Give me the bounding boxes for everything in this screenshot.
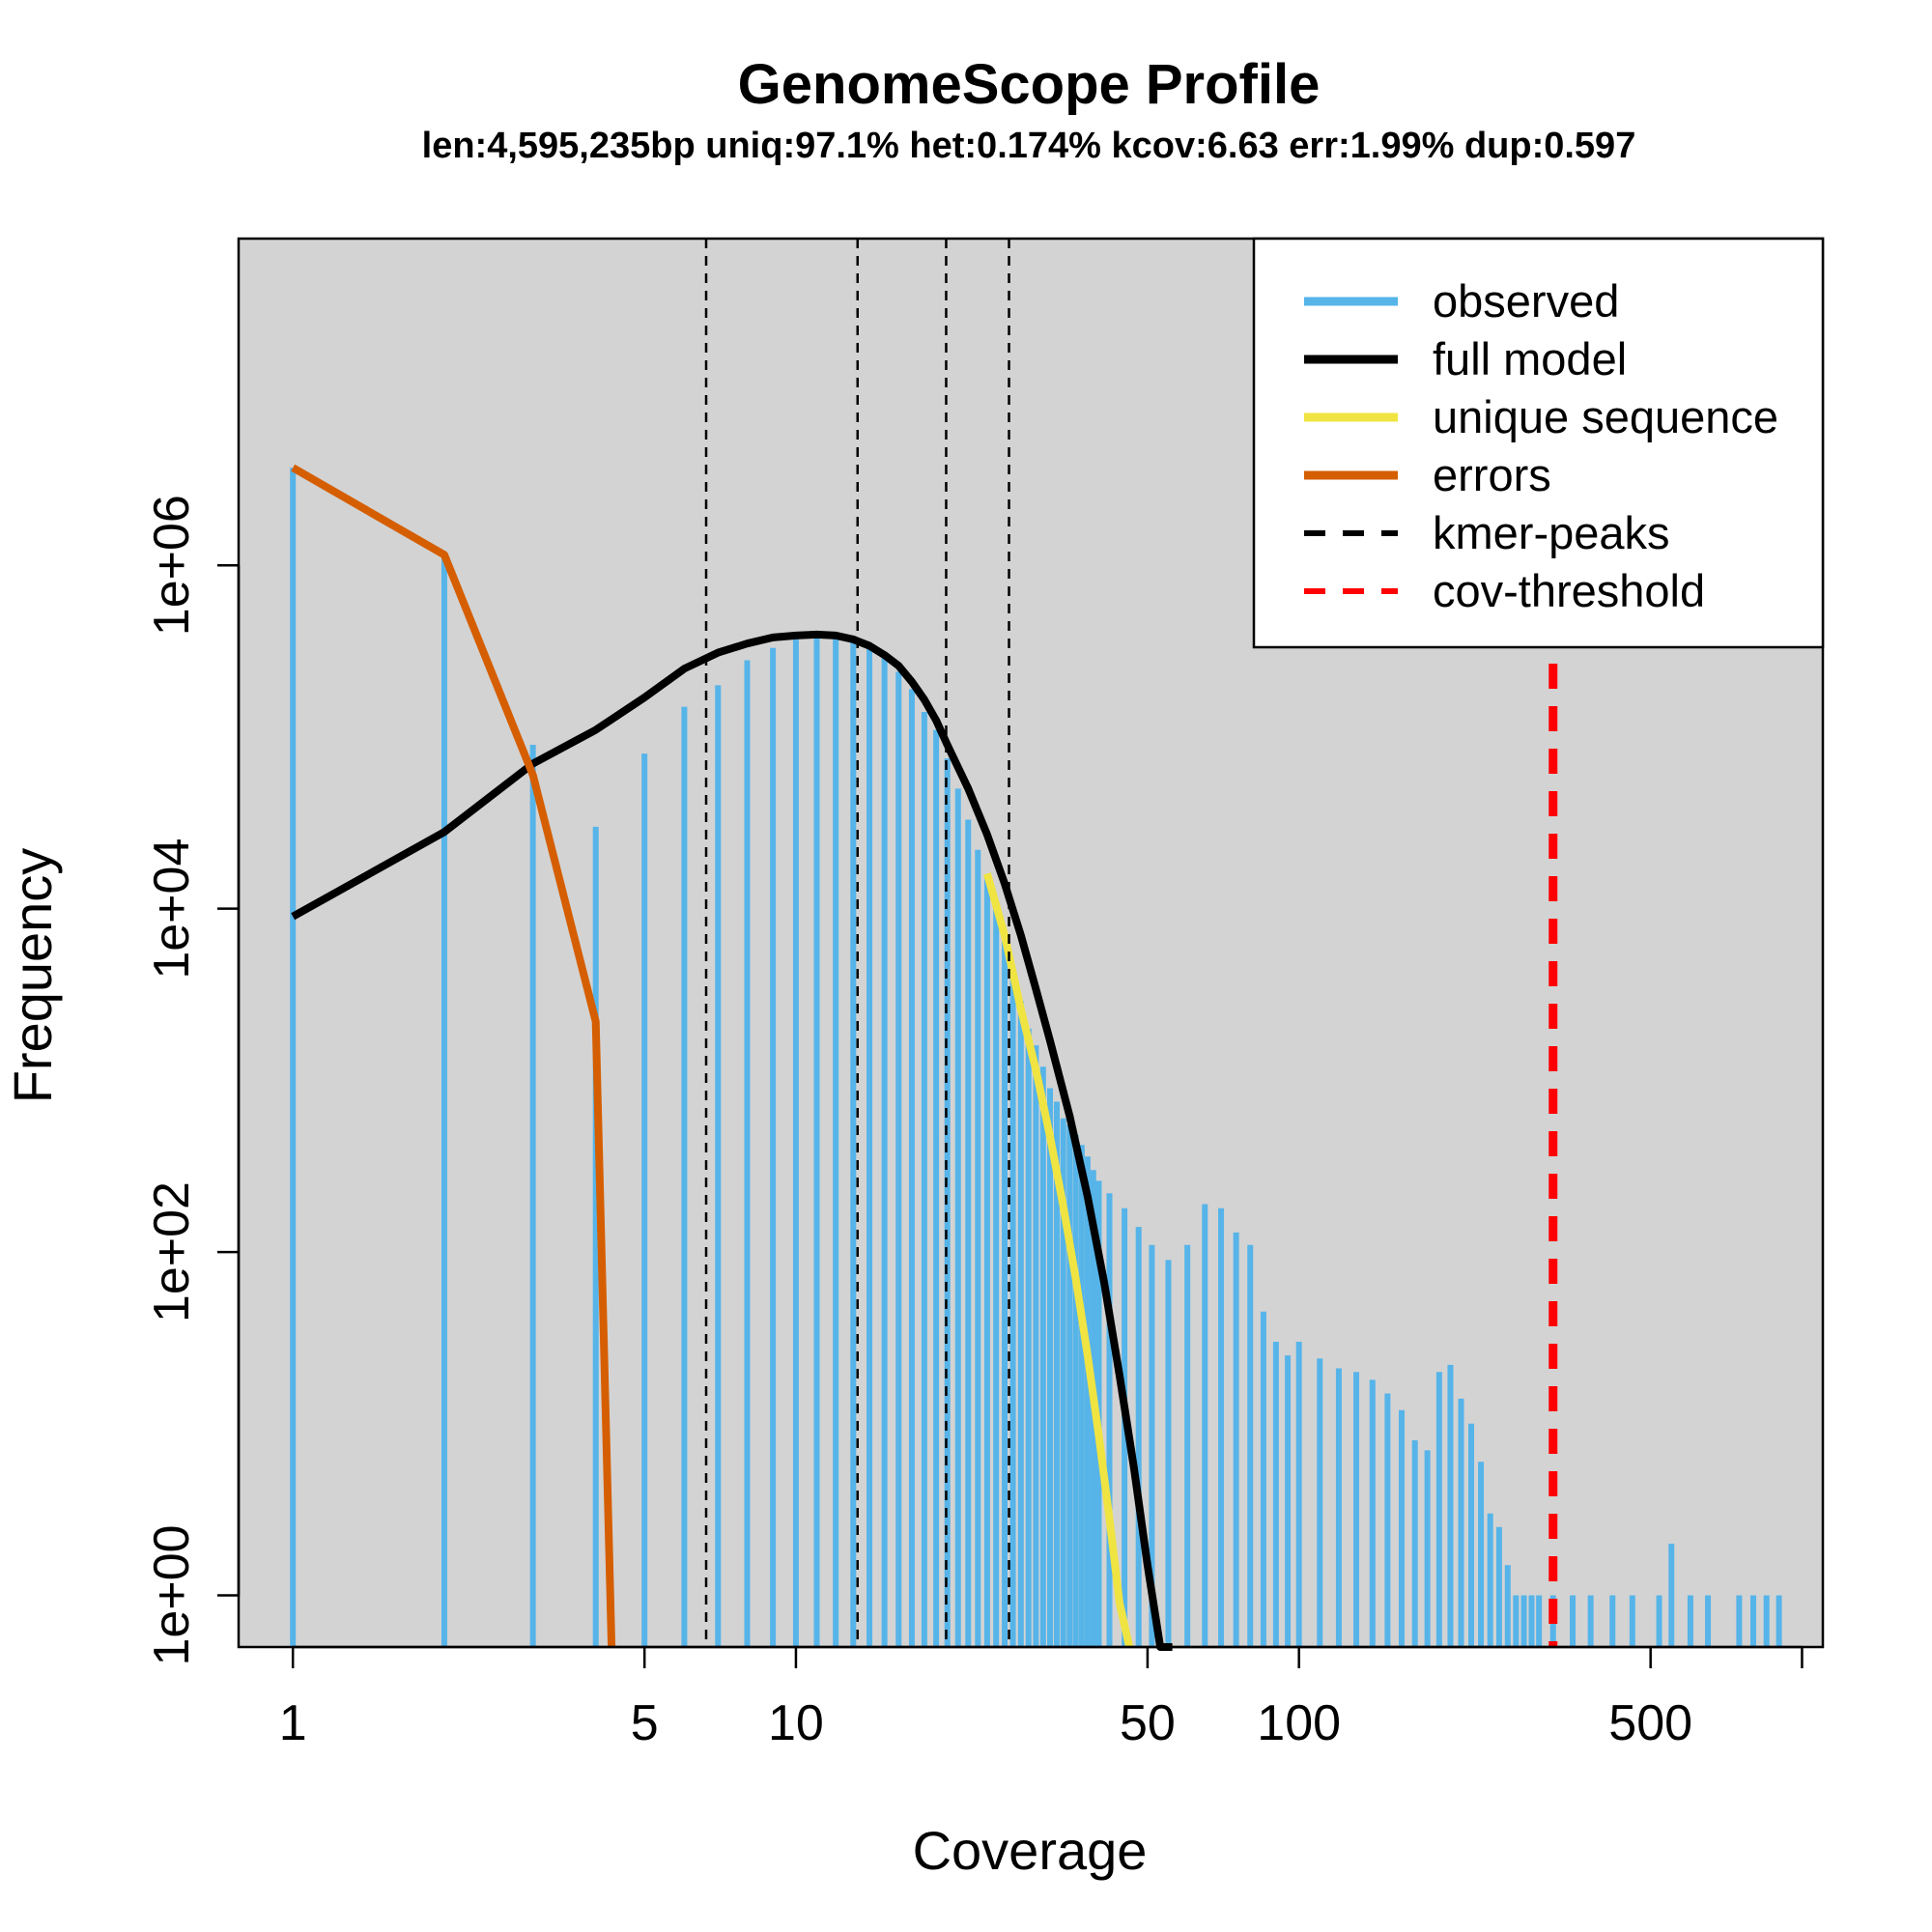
chart-subtitle: len:4,595,235bp uniq:97.1% het:0.174% kc…	[422, 126, 1636, 166]
x-tick-label: 100	[1257, 1695, 1341, 1751]
legend-box	[1252, 237, 1825, 649]
x-tick-label: 5	[631, 1695, 659, 1751]
x-tick-label: 1	[279, 1695, 307, 1751]
x-tick-label: 10	[768, 1695, 824, 1751]
x-tick-label: 500	[1608, 1695, 1692, 1751]
legend-label: cov-threshold	[1433, 565, 1705, 616]
y-tick-label: 1e+02	[144, 1181, 200, 1322]
y-tick-label: 1e+04	[144, 838, 200, 980]
legend-label: observed	[1433, 275, 1619, 327]
full-model-line	[291, 630, 1173, 1651]
x-tick-label: 50	[1120, 1695, 1176, 1751]
unique-sequence-line	[983, 872, 1134, 1648]
y-tick-label: 1e+00	[144, 1524, 200, 1665]
legend-label: kmer-peaks	[1433, 507, 1670, 558]
legend: observed full model unique sequence errors k…	[1252, 237, 1825, 649]
legend-label: full model	[1433, 333, 1627, 384]
y-tick-label: 1e+06	[144, 495, 200, 636]
errors-line	[291, 464, 616, 1648]
y-axis-title: Frequency	[2, 848, 63, 1104]
model-lines	[291, 464, 1173, 1651]
chart-title: GenomeScope Profile	[738, 53, 1321, 116]
y-axis: 1e+00 1e+02 1e+04 1e+06	[144, 495, 241, 1666]
x-axis: 1 5 10 50 100 500	[279, 1645, 1804, 1751]
x-axis-title: Coverage	[913, 1820, 1148, 1881]
legend-label: errors	[1433, 449, 1551, 500]
kmer-peak-lines	[704, 239, 1010, 1647]
legend-label: unique sequence	[1433, 391, 1778, 442]
